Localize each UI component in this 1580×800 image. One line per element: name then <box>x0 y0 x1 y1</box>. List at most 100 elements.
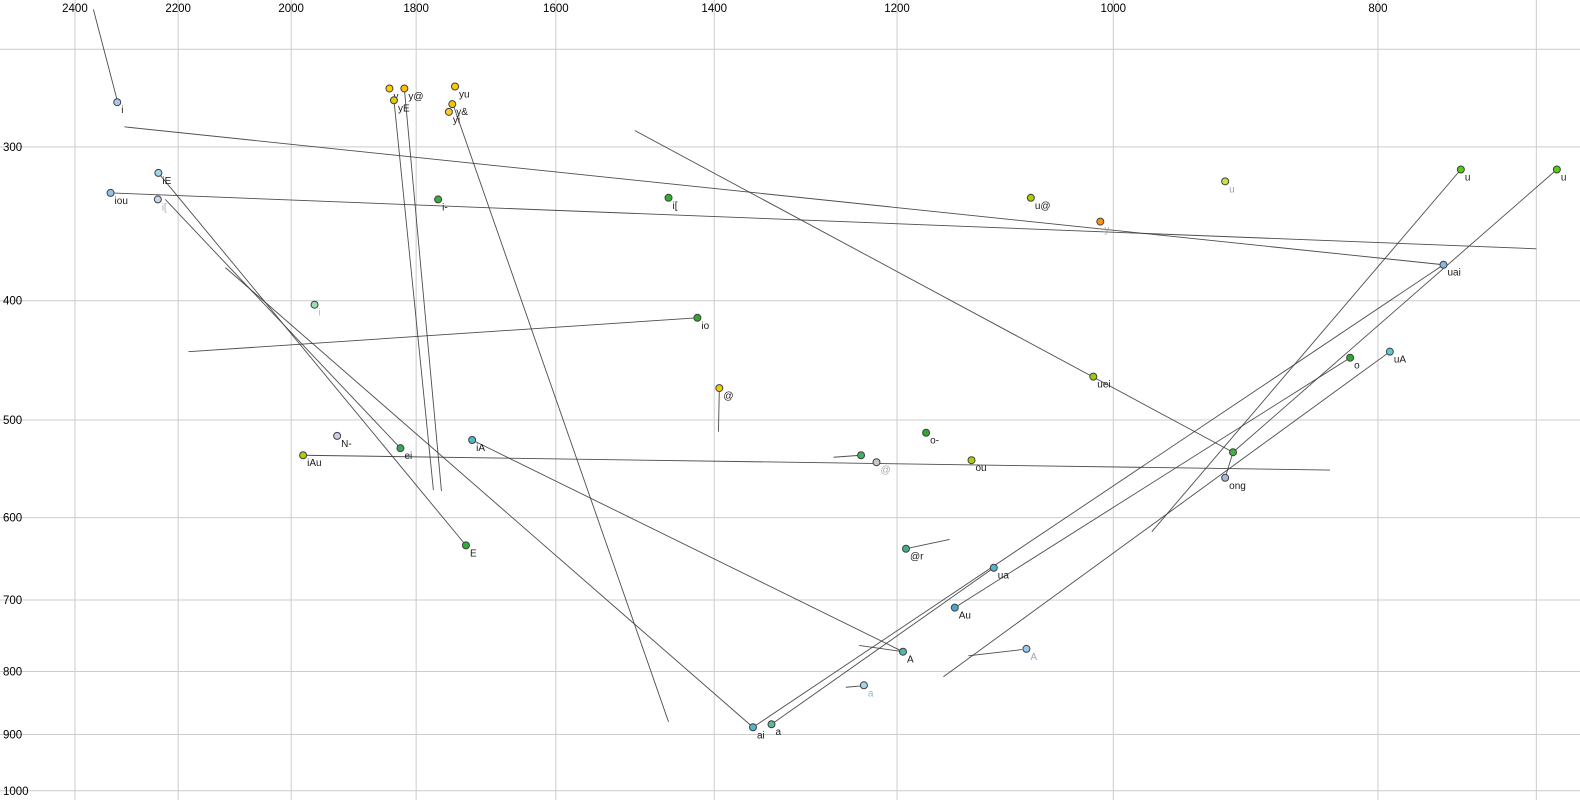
data-point[interactable] <box>1026 193 1035 202</box>
data-point[interactable] <box>153 195 162 204</box>
data-point[interactable] <box>461 541 470 550</box>
data-point[interactable] <box>872 458 881 467</box>
point-label: yu <box>459 89 470 100</box>
point-label: y@ <box>408 91 423 102</box>
data-point[interactable] <box>468 436 477 445</box>
trajectory-line <box>1224 452 1234 478</box>
data-point[interactable] <box>1221 473 1230 482</box>
data-point[interactable] <box>385 84 394 93</box>
data-point[interactable] <box>767 720 776 729</box>
data-point[interactable] <box>664 193 673 202</box>
data-point[interactable] <box>1439 260 1448 269</box>
point-label: a <box>868 688 874 699</box>
data-point[interactable] <box>154 168 163 177</box>
data-point[interactable] <box>857 451 866 460</box>
y-axis-tick-label: 600 <box>3 513 22 525</box>
data-point[interactable] <box>901 544 910 553</box>
data-point[interactable] <box>1456 165 1465 174</box>
point-label: y& <box>456 107 468 118</box>
point-label: uA <box>1394 355 1407 366</box>
trajectory-line <box>124 126 1444 266</box>
trajectory-line <box>833 454 862 458</box>
data-point[interactable] <box>434 195 443 204</box>
data-point[interactable] <box>400 84 409 93</box>
point-label: i <box>319 308 321 319</box>
trajectory-line <box>110 192 1537 250</box>
x-axis-tick-label: 1600 <box>543 3 569 15</box>
data-point[interactable] <box>967 456 976 465</box>
x-axis-tick-label: 1400 <box>701 3 727 15</box>
data-point[interactable] <box>1385 347 1394 356</box>
data-point[interactable] <box>1552 165 1561 174</box>
x-axis-tick-label: 2400 <box>62 3 88 15</box>
data-point[interactable] <box>1089 372 1098 381</box>
data-point[interactable] <box>333 431 342 440</box>
trajectory-line <box>718 388 720 432</box>
trajectory-line <box>771 567 995 725</box>
data-point[interactable] <box>1096 217 1105 226</box>
data-point[interactable] <box>299 451 308 460</box>
data-point[interactable] <box>950 603 959 612</box>
trajectory-line <box>403 88 442 492</box>
point-label: ou <box>975 463 986 474</box>
trajectory-line <box>158 172 467 546</box>
data-point[interactable] <box>106 188 115 197</box>
point-label: uai <box>1447 268 1460 279</box>
x-axis-tick-label: 2000 <box>278 3 304 15</box>
data-point[interactable] <box>859 681 868 690</box>
data-point[interactable] <box>450 82 459 91</box>
data-point[interactable] <box>1221 177 1230 186</box>
point-label: i- <box>442 202 448 213</box>
trajectory-line <box>1151 169 1462 532</box>
point-label: yi <box>453 115 460 126</box>
data-point[interactable] <box>693 313 702 322</box>
point-label: u@ <box>1035 201 1051 212</box>
point-label: a <box>775 727 781 738</box>
y-axis-tick-label: 400 <box>3 296 22 308</box>
trajectory-line <box>471 439 904 653</box>
data-point[interactable] <box>748 723 757 732</box>
point-label: ei <box>404 451 412 462</box>
trajectory-line <box>393 100 434 491</box>
data-point[interactable] <box>113 98 122 107</box>
y-axis-tick-label: 700 <box>3 595 22 607</box>
y-axis-tick-label: 300 <box>3 142 22 154</box>
point-label: iA <box>476 443 485 454</box>
data-point[interactable] <box>922 428 931 437</box>
data-point[interactable] <box>899 647 908 656</box>
data-point[interactable] <box>310 300 319 309</box>
y-axis-tick-label: 900 <box>3 729 22 741</box>
point-label: ong <box>1229 481 1246 492</box>
data-point[interactable] <box>448 100 457 109</box>
x-axis-tick-label: 2200 <box>165 3 191 15</box>
y-axis-tick-label: 500 <box>3 415 22 427</box>
trajectory-line <box>905 538 950 550</box>
data-point[interactable] <box>989 563 998 572</box>
data-point[interactable] <box>389 96 398 105</box>
point-label: ai <box>757 730 765 741</box>
point-label: A <box>1030 652 1037 663</box>
data-point[interactable] <box>715 384 724 393</box>
point-label: A <box>907 655 914 666</box>
y-axis-tick-label: 800 <box>3 666 22 678</box>
point-label: @ <box>880 465 890 476</box>
point-label: o- <box>930 436 939 447</box>
data-point[interactable] <box>1229 448 1238 457</box>
trajectory-line <box>225 267 754 728</box>
point-label: Au <box>959 611 971 622</box>
y-axis-tick-label: 1000 <box>3 786 29 798</box>
point-label: iAu <box>307 458 321 469</box>
trajectory-line <box>451 100 669 722</box>
point-label: u <box>1229 184 1235 195</box>
trajectory-line <box>303 454 1331 471</box>
trajectory-line <box>634 130 1234 453</box>
data-point[interactable] <box>444 107 453 116</box>
data-point[interactable] <box>1022 644 1031 653</box>
point-label: i <box>121 105 123 116</box>
data-point[interactable] <box>396 444 405 453</box>
data-point[interactable] <box>1346 353 1355 362</box>
point-label: y <box>1104 225 1109 236</box>
point-label: i[ <box>162 202 167 213</box>
trajectory-line <box>752 264 1444 728</box>
